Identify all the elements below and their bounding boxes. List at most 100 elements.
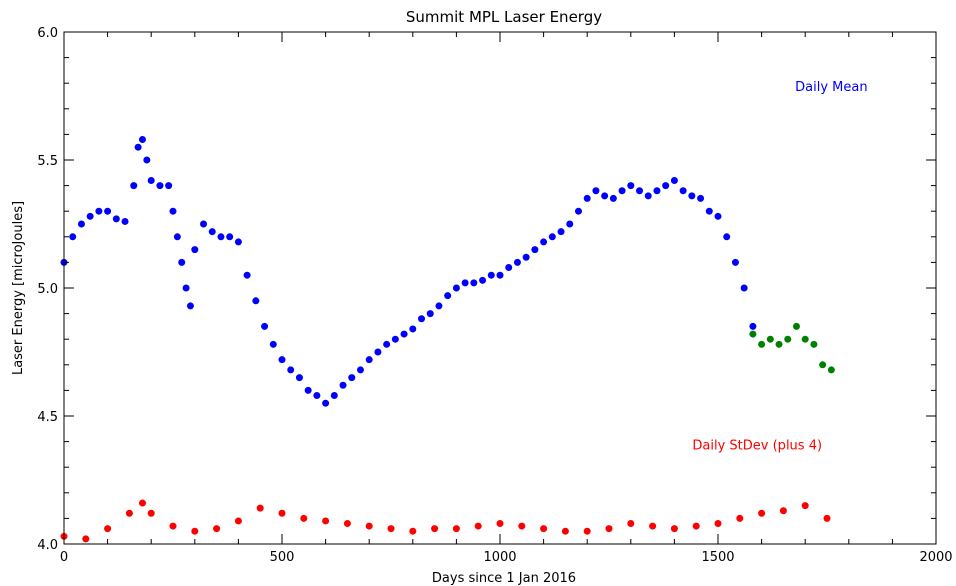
data-point xyxy=(348,374,356,382)
daily-mean-label: Daily Mean xyxy=(795,80,867,95)
chart-marks xyxy=(60,136,835,543)
data-point xyxy=(749,322,757,330)
data-point xyxy=(583,527,591,535)
data-point xyxy=(758,509,766,517)
data-point xyxy=(592,187,600,195)
data-point xyxy=(304,386,312,394)
data-point xyxy=(191,246,199,254)
data-point xyxy=(234,238,242,246)
data-point xyxy=(736,514,744,522)
y-axis-label: Laser Energy [microJoules] xyxy=(11,201,26,375)
data-point xyxy=(147,509,155,517)
data-point xyxy=(121,217,129,225)
data-point xyxy=(601,192,609,200)
data-point xyxy=(435,302,443,310)
data-point xyxy=(792,322,800,330)
data-point xyxy=(165,182,173,190)
data-point xyxy=(104,207,112,215)
data-point xyxy=(670,525,678,533)
y-tick-label: 4.5 xyxy=(37,410,58,425)
x-tick-label: 500 xyxy=(270,550,295,565)
data-point xyxy=(644,192,652,200)
data-point xyxy=(605,525,613,533)
data-point xyxy=(627,182,635,190)
data-point xyxy=(261,322,269,330)
data-point xyxy=(300,514,308,522)
data-point xyxy=(810,340,818,348)
data-point xyxy=(697,194,705,202)
data-point xyxy=(827,366,835,374)
data-point xyxy=(243,271,251,279)
data-point xyxy=(636,187,644,195)
data-point xyxy=(505,264,513,272)
data-point xyxy=(766,335,774,343)
data-point xyxy=(182,284,190,292)
data-point xyxy=(156,182,164,190)
data-point xyxy=(217,233,225,241)
data-point xyxy=(143,156,151,164)
data-point xyxy=(69,233,77,241)
data-point xyxy=(104,525,112,533)
data-point xyxy=(409,325,417,333)
data-point xyxy=(583,194,591,202)
data-point xyxy=(343,520,351,528)
data-point xyxy=(391,335,399,343)
data-point xyxy=(496,271,504,279)
data-point xyxy=(609,194,617,202)
x-tick-label: 2000 xyxy=(919,550,952,565)
data-point xyxy=(653,187,661,195)
y-tick-label: 5.0 xyxy=(37,282,58,297)
data-point xyxy=(749,330,757,338)
data-point xyxy=(561,527,569,535)
data-point xyxy=(705,207,713,215)
data-point xyxy=(692,522,700,530)
data-point xyxy=(801,335,809,343)
data-point xyxy=(169,522,177,530)
data-point xyxy=(627,520,635,528)
data-point xyxy=(208,228,216,236)
y-tick-label: 5.5 xyxy=(37,154,58,169)
data-point xyxy=(775,340,783,348)
data-point xyxy=(169,207,177,215)
data-point xyxy=(618,187,626,195)
data-point xyxy=(269,340,277,348)
data-point xyxy=(339,381,347,389)
data-point xyxy=(431,525,439,533)
data-point xyxy=(531,246,539,254)
data-point xyxy=(670,176,678,184)
data-point xyxy=(513,258,521,266)
data-point xyxy=(256,504,264,512)
data-point xyxy=(226,233,234,241)
data-point xyxy=(138,499,146,507)
data-point xyxy=(86,212,94,220)
data-point xyxy=(200,220,208,228)
data-point xyxy=(779,507,787,515)
data-point xyxy=(823,514,831,522)
daily-stdev-label: Daily StDev (plus 4) xyxy=(692,438,822,453)
data-point xyxy=(426,310,434,318)
data-point xyxy=(213,525,221,533)
x-axis-label: Days since 1 Jan 2016 xyxy=(432,571,576,586)
data-point xyxy=(130,182,138,190)
data-point xyxy=(365,522,373,530)
data-point xyxy=(295,374,303,382)
data-point xyxy=(731,258,739,266)
data-point xyxy=(574,207,582,215)
y-tick-label: 6.0 xyxy=(37,26,58,41)
data-point xyxy=(186,302,194,310)
data-point xyxy=(723,233,731,241)
data-point xyxy=(452,525,460,533)
data-point xyxy=(714,212,722,220)
data-point xyxy=(557,228,565,236)
data-point xyxy=(470,279,478,287)
data-point xyxy=(322,517,330,525)
data-point xyxy=(679,187,687,195)
data-point xyxy=(400,330,408,338)
data-point xyxy=(191,527,199,535)
data-point xyxy=(518,522,526,530)
x-tick-label: 1500 xyxy=(701,550,734,565)
data-point xyxy=(819,361,827,369)
data-point xyxy=(714,520,722,528)
data-point xyxy=(418,315,426,323)
